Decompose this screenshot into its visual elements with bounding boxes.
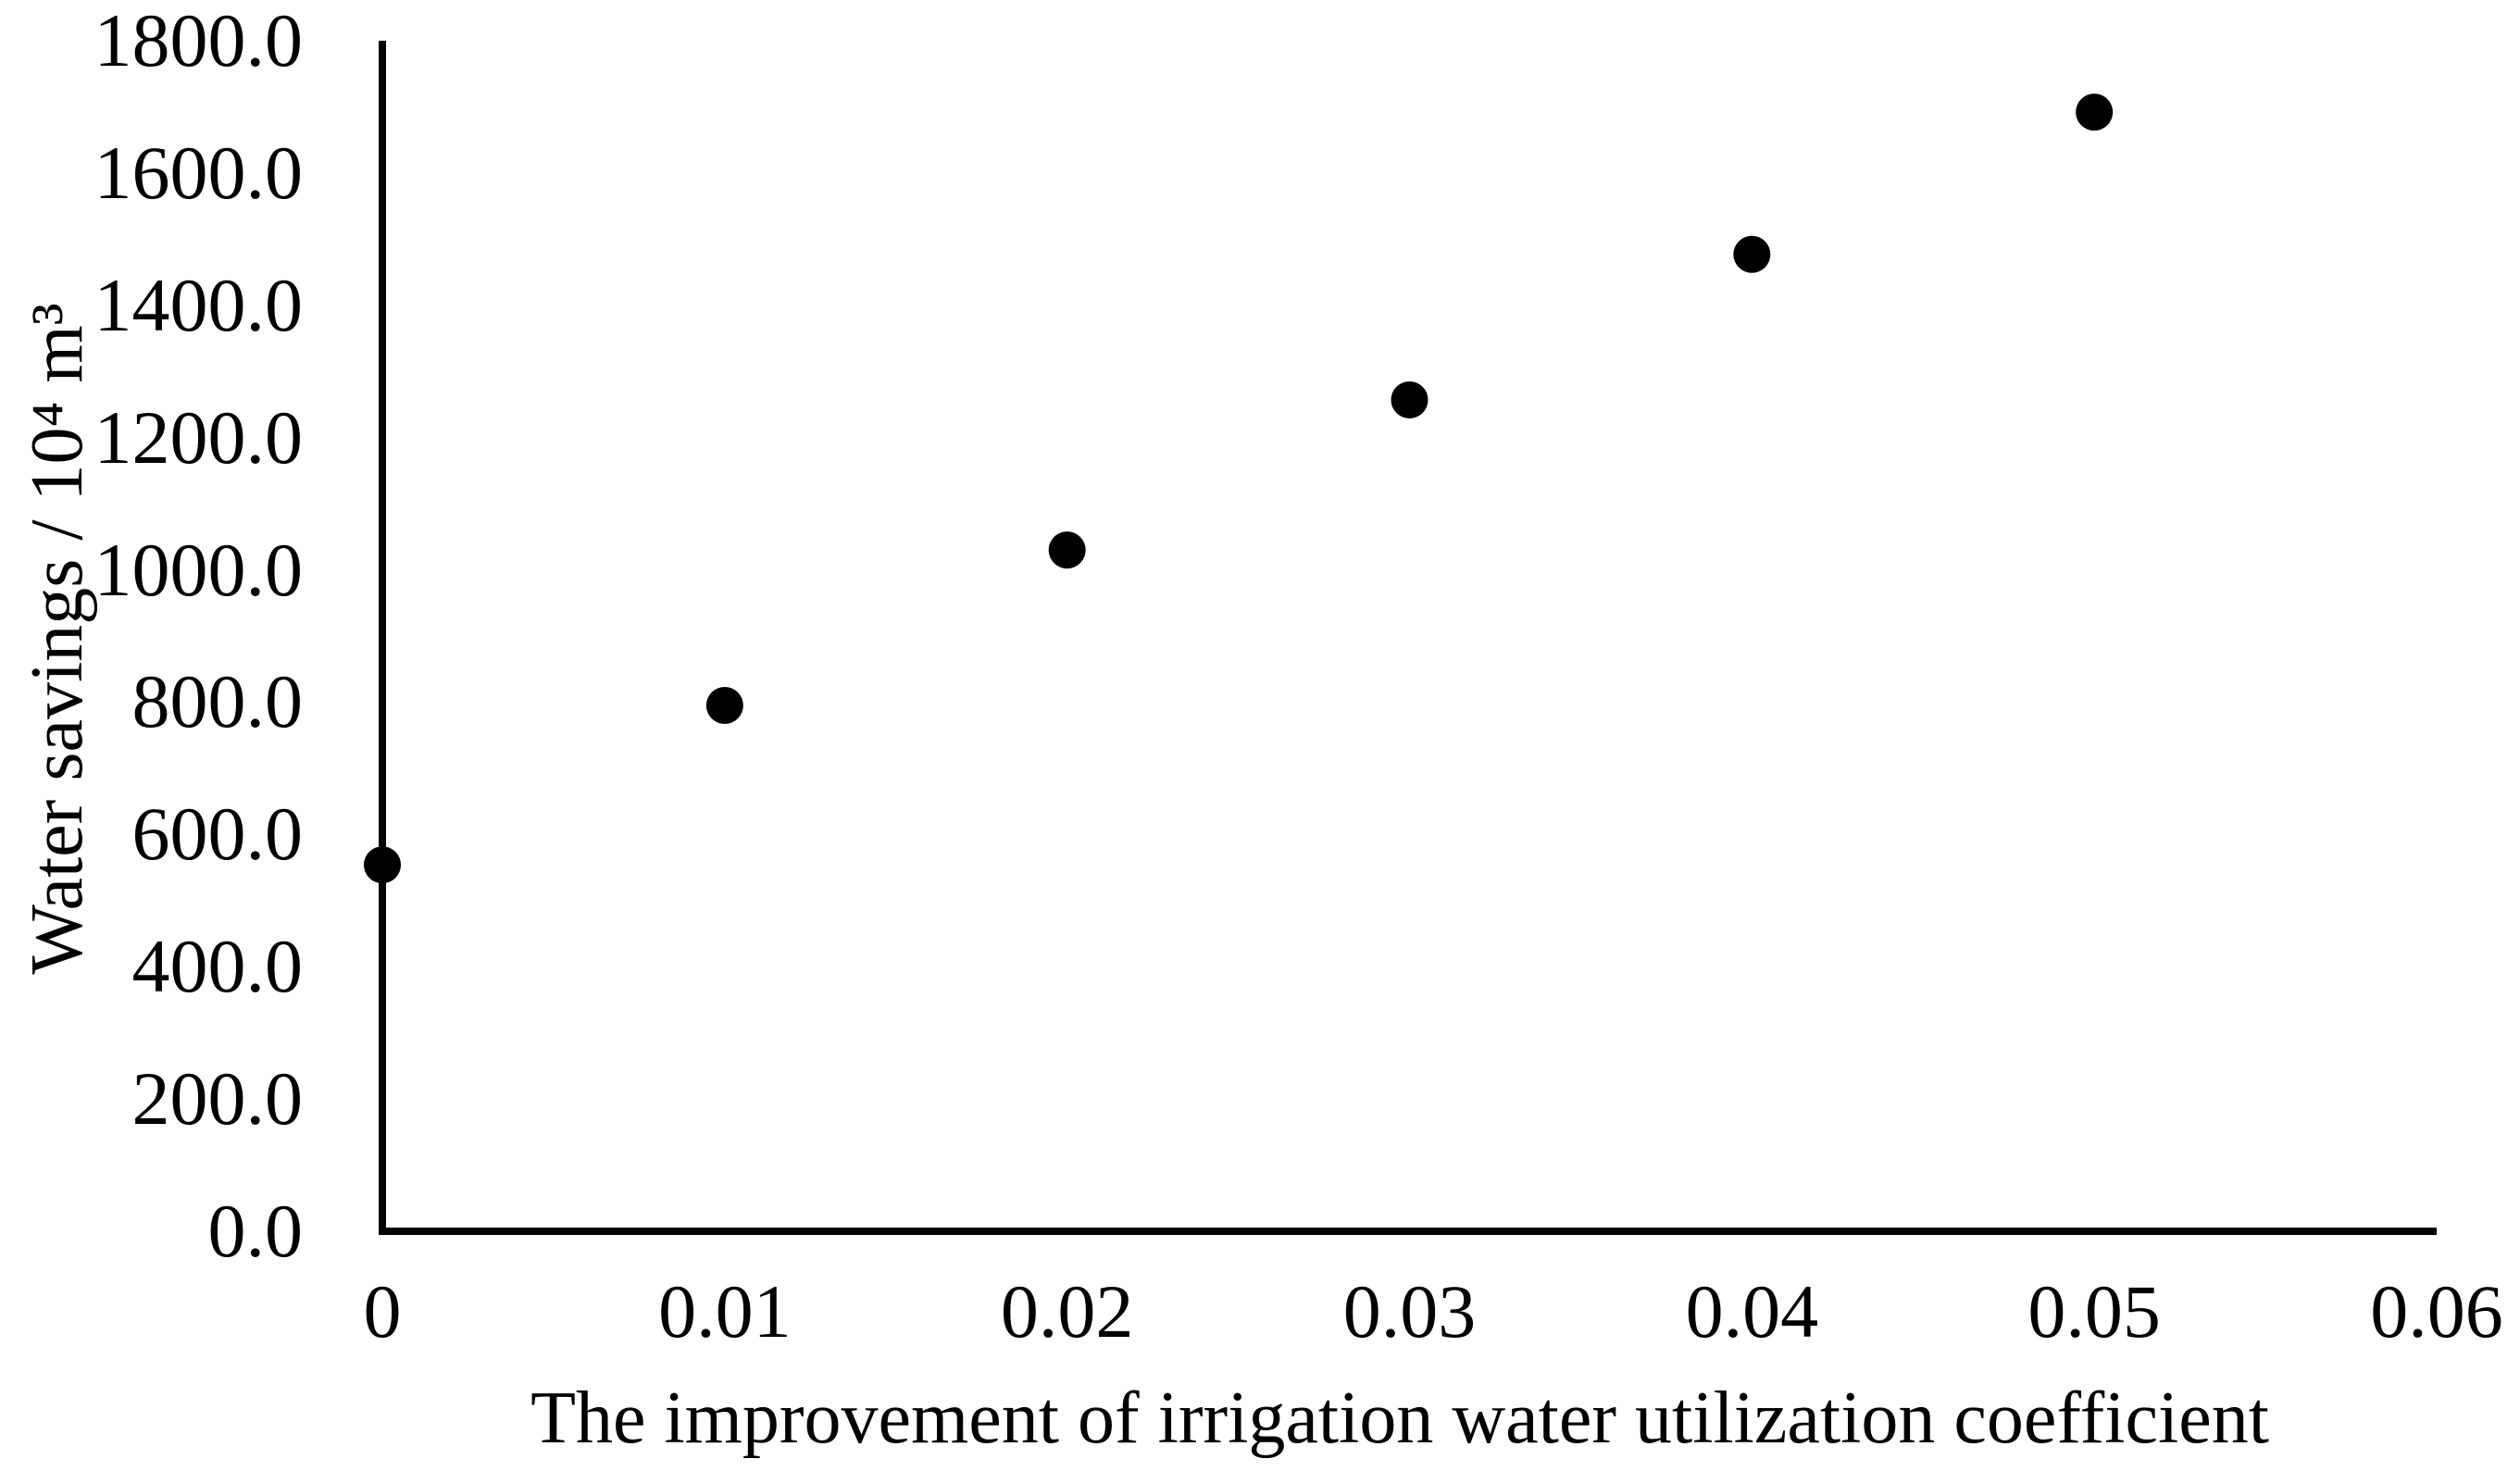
y-tick-label: 800.0 (131, 659, 304, 744)
data-point (705, 687, 743, 725)
data-point (1048, 531, 1086, 569)
data-points (364, 94, 2114, 884)
data-point (1733, 235, 1771, 273)
x-tick-label: 0.06 (2370, 1269, 2503, 1353)
x-tick-label: 0 (363, 1269, 402, 1353)
y-tick-label: 1200.0 (94, 394, 304, 480)
data-point (364, 846, 401, 884)
y-tick-label: 1600.0 (94, 130, 304, 215)
y-tick-label: 1000.0 (94, 527, 304, 612)
y-tick-label: 0.0 (207, 1189, 304, 1273)
y-tick-label: 400.0 (131, 924, 304, 1009)
x-tick-label: 0.03 (1342, 1269, 1477, 1353)
x-tick-label: 0.05 (2027, 1269, 2161, 1353)
y-tick-label: 200.0 (131, 1056, 304, 1141)
x-tick-label: 0.02 (1000, 1269, 1134, 1353)
y-axis-title: Water savings / 10⁴ m³ (17, 303, 98, 975)
x-tick-label: 0.01 (658, 1269, 792, 1353)
data-point (2076, 94, 2114, 131)
data-point (1391, 380, 1428, 418)
x-axis-title: The improvement of irrigation water util… (530, 1378, 2269, 1459)
x-tick-label: 0.04 (1685, 1269, 1819, 1353)
y-tick-label: 1800.0 (94, 0, 304, 82)
y-tick-label: 1400.0 (94, 262, 304, 347)
y-tick-label: 600.0 (131, 792, 304, 877)
